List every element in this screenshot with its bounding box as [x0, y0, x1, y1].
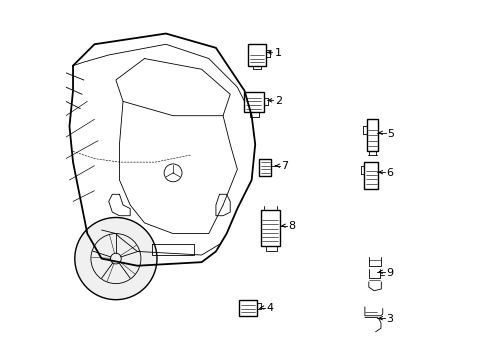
Text: 6: 6 — [386, 168, 393, 178]
Text: 3: 3 — [385, 314, 392, 324]
Text: 5: 5 — [386, 129, 394, 139]
Text: 1: 1 — [274, 48, 281, 58]
Text: 2: 2 — [274, 96, 282, 106]
FancyBboxPatch shape — [239, 300, 257, 316]
Circle shape — [75, 217, 157, 300]
Text: 8: 8 — [287, 221, 295, 231]
FancyBboxPatch shape — [258, 158, 271, 176]
FancyBboxPatch shape — [244, 93, 264, 112]
Text: 4: 4 — [266, 303, 273, 313]
Text: 9: 9 — [386, 267, 393, 278]
FancyBboxPatch shape — [364, 162, 378, 189]
FancyBboxPatch shape — [247, 44, 265, 66]
Text: 7: 7 — [281, 161, 288, 171]
FancyBboxPatch shape — [260, 210, 280, 246]
FancyBboxPatch shape — [366, 119, 377, 152]
